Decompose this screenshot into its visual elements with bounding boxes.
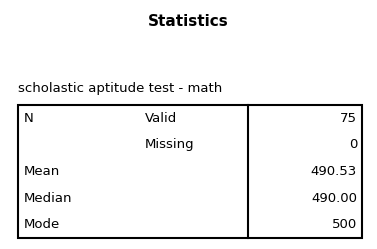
Text: N: N: [24, 112, 34, 125]
Text: 500: 500: [332, 218, 357, 231]
Text: Mode: Mode: [24, 218, 60, 231]
Text: Statistics: Statistics: [148, 14, 229, 29]
Text: 490.00: 490.00: [311, 191, 357, 205]
Text: Median: Median: [24, 191, 72, 205]
Text: 490.53: 490.53: [311, 165, 357, 178]
Text: Mean: Mean: [24, 165, 60, 178]
Text: Valid: Valid: [144, 112, 177, 125]
Text: 75: 75: [340, 112, 357, 125]
Bar: [18, 105, 362, 238]
Text: scholastic aptitude test - math: scholastic aptitude test - math: [18, 82, 222, 95]
Text: Missing: Missing: [144, 138, 194, 151]
Text: 0: 0: [349, 138, 357, 151]
